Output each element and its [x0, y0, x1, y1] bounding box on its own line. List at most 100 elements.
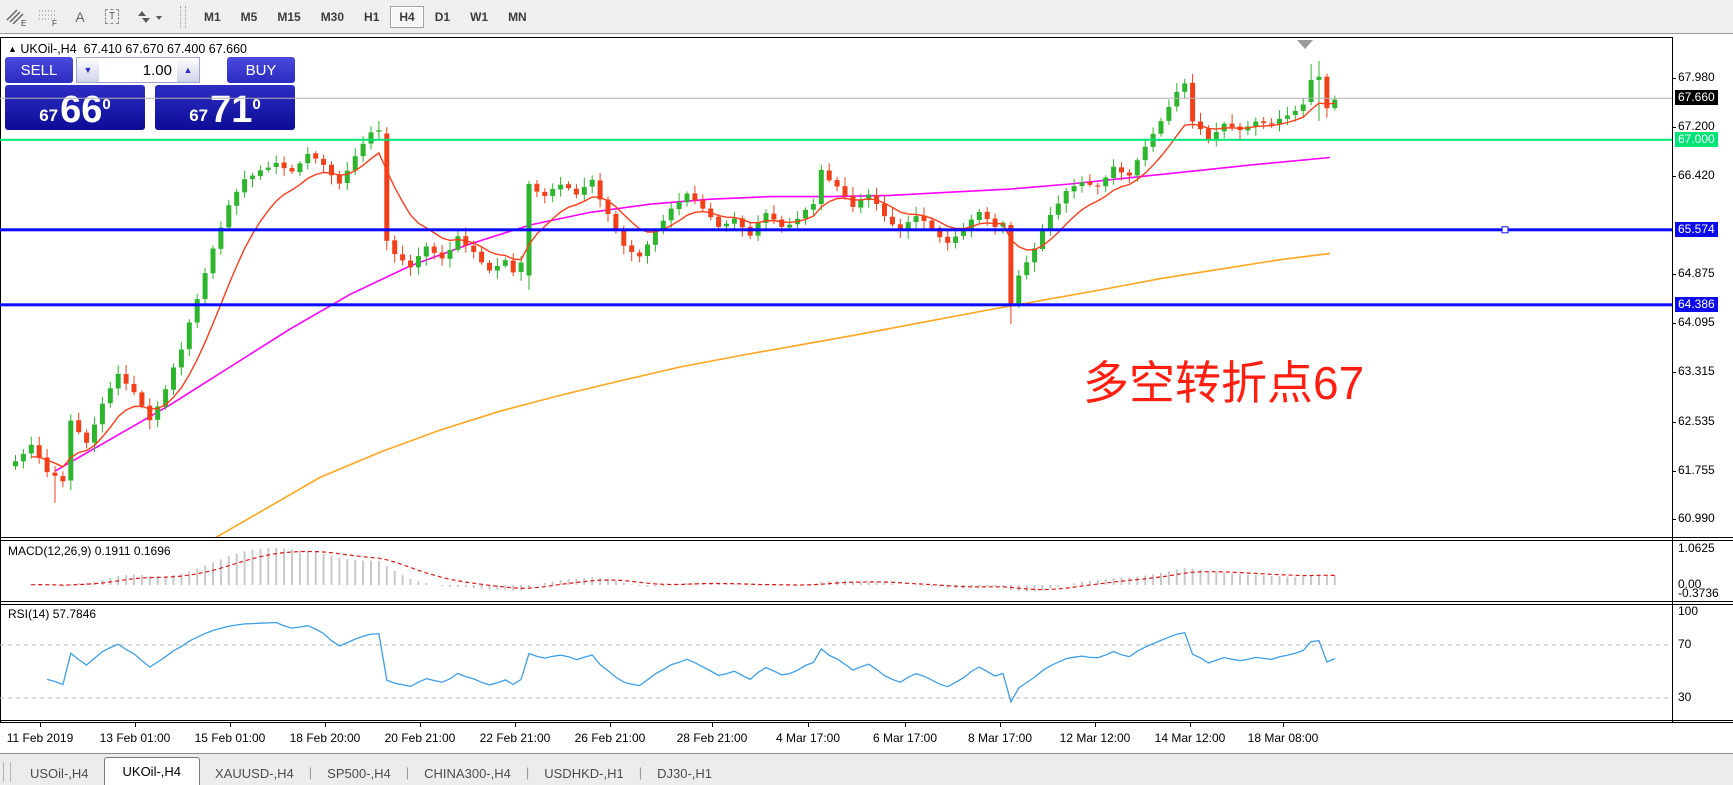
rsi-value: 57.7846 [52, 607, 97, 621]
panel-separator [0, 722, 1733, 723]
macd-label: MACD(12,26,9) 0.1911 0.1696 [8, 544, 171, 558]
horizontal-level-line [0, 303, 1672, 307]
moving-average-line [54, 156, 1331, 472]
chart-tab-xauusdh4[interactable]: XAUUSD-,H4 [215, 766, 294, 781]
tab-separator: | [405, 765, 410, 780]
toolbar-separator [180, 5, 186, 28]
chart-title: ▲ UKOil-,H4 67.410 67.670 67.400 67.660 [8, 42, 247, 56]
time-axis-label: 8 Mar 17:00 [967, 731, 1033, 745]
time-axis-label: 13 Feb 01:00 [99, 731, 171, 745]
time-axis-label: 14 Mar 12:00 [1154, 731, 1226, 745]
price-axis-tick [1672, 127, 1676, 128]
time-axis-tick [1190, 723, 1191, 727]
svg-text:F: F [52, 19, 57, 27]
text-a-icon[interactable]: A [75, 8, 85, 25]
time-axis-tick [1283, 723, 1284, 727]
price-axis-label: 63.315 [1678, 364, 1715, 378]
rsi-label: RSI(14) 57.7846 [8, 607, 97, 621]
price-axis-label: 60.990 [1678, 511, 1715, 525]
chart-symbol: UKOil-,H4 [20, 42, 77, 56]
horizontal-level-line [0, 138, 1672, 141]
macd-values: 0.1911 0.1696 [94, 544, 171, 558]
tab-separator: | [638, 765, 643, 780]
time-axis-tick [1095, 723, 1096, 727]
chart-tab-bar: USOil-,H4 UKOil-,H4 XAUUSD-,H4 | SP500-,H4 | C… [0, 753, 1733, 785]
volume-input[interactable] [99, 58, 177, 82]
timeframe-group: M1 M5 M15 M30 H1 H4 D1 W1 MN [194, 5, 537, 28]
buy-price-sup: 0 [252, 96, 261, 113]
sell-price-big: 66 [60, 89, 103, 131]
time-axis-tick [325, 723, 326, 727]
timeframe-button-h4[interactable]: H4 [390, 5, 424, 28]
toolbar: E F A T M1 M5 M15 M30 H1 H4 D1 W1 MN [0, 0, 1733, 34]
timeframe-button-m5[interactable]: M5 [240, 9, 258, 24]
price-axis-label: 66.420 [1678, 168, 1715, 182]
price-axis-tick [1672, 274, 1676, 275]
sell-button[interactable]: SELL [5, 57, 73, 83]
rsi-panel-canvas[interactable] [0, 605, 1672, 721]
sell-price-prefix: 67 [39, 106, 59, 125]
timeframe-button-mn[interactable]: MN [508, 9, 527, 24]
fast-ma-line [31, 102, 1335, 468]
price-axis-tick [1672, 323, 1676, 324]
volume-decrease-button[interactable]: ▼ [77, 58, 99, 82]
time-axis-tick [515, 723, 516, 727]
time-axis-tick [808, 723, 809, 727]
draw-e-icon[interactable]: E [3, 5, 29, 29]
time-axis-label: 11 Feb 2019 [6, 731, 74, 745]
moving-average-line [215, 252, 1331, 537]
chart-tab-sp500h4[interactable]: SP500-,H4 [327, 766, 391, 781]
sell-price-sup: 0 [102, 96, 111, 113]
chart-ohlc: 67.410 67.670 67.400 67.660 [83, 42, 247, 56]
tab-separator: | [525, 765, 530, 780]
time-axis-label: 15 Feb 01:00 [194, 731, 266, 745]
rsi-axis-label: 70 [1678, 637, 1692, 651]
price-axis-label: 61.755 [1678, 463, 1715, 477]
svg-text:E: E [21, 19, 26, 27]
axis-border [1672, 37, 1673, 723]
price-axis-tick [1672, 176, 1676, 177]
price-axis-label: 64.095 [1678, 315, 1715, 329]
timeframe-button-h1[interactable]: H1 [364, 9, 380, 24]
textbox-t-icon[interactable]: T [99, 5, 125, 29]
volume-increase-button[interactable]: ▲ [177, 58, 199, 82]
chart-tab-usdhkdh1[interactable]: USDHKD-,H1 [544, 766, 624, 781]
chart-tab-ukoilh4[interactable]: UKOil-,H4 [103, 757, 201, 785]
time-axis-label: 18 Feb 20:00 [289, 731, 361, 745]
price-chart-canvas[interactable] [0, 37, 1672, 537]
panel-separator [0, 604, 1733, 605]
panel-separator[interactable] [0, 601, 1733, 602]
chart-shift-marker-icon[interactable] [1297, 40, 1313, 49]
panel-separator[interactable] [0, 537, 1733, 538]
time-axis-label: 26 Feb 21:00 [574, 731, 646, 745]
timeframe-button-m15[interactable]: M15 [277, 9, 301, 24]
timeframe-button-w1[interactable]: W1 [470, 9, 489, 24]
price-axis-tick [1672, 372, 1676, 373]
time-axis-label: 18 Mar 08:00 [1247, 731, 1319, 745]
chart-tab-dj30h1[interactable]: DJ30-,H1 [657, 766, 713, 781]
time-axis-label: 28 Feb 21:00 [676, 731, 748, 745]
timeframe-button-m1[interactable]: M1 [204, 9, 221, 24]
timeframe-button-d1[interactable]: D1 [434, 9, 451, 24]
price-axis-tick [1672, 519, 1676, 520]
price-tag-green: 67.000 [1675, 132, 1718, 147]
sell-price-box[interactable]: 67 66 0 [5, 85, 145, 130]
time-axis-label: 20 Feb 21:00 [384, 731, 456, 745]
chart-annotation-text: 多空转折点67 [1083, 357, 1365, 409]
time-axis-tick [610, 723, 611, 727]
macd-panel-canvas[interactable] [0, 541, 1672, 601]
price-axis-label: 62.535 [1678, 414, 1715, 428]
buy-price-box[interactable]: 67 71 0 [155, 85, 295, 130]
horizontal-level-line [0, 228, 1672, 232]
timeframe-button-m30[interactable]: M30 [320, 9, 345, 24]
time-axis-label: 22 Feb 21:00 [479, 731, 551, 745]
cycle-arrows-icon[interactable] [131, 5, 167, 29]
grid-f-icon[interactable]: F [35, 5, 61, 29]
chart-tab-china300h4[interactable]: CHINA300-,H4 [424, 766, 511, 781]
macd-signal-line [31, 550, 1335, 591]
buy-button[interactable]: BUY [227, 57, 295, 83]
price-tag-blue: 65.574 [1675, 222, 1718, 237]
tab-bar-grip[interactable] [3, 762, 11, 782]
chart-window[interactable] [0, 37, 1673, 723]
chart-tab-usoilh4[interactable]: USOil-,H4 [30, 766, 89, 781]
